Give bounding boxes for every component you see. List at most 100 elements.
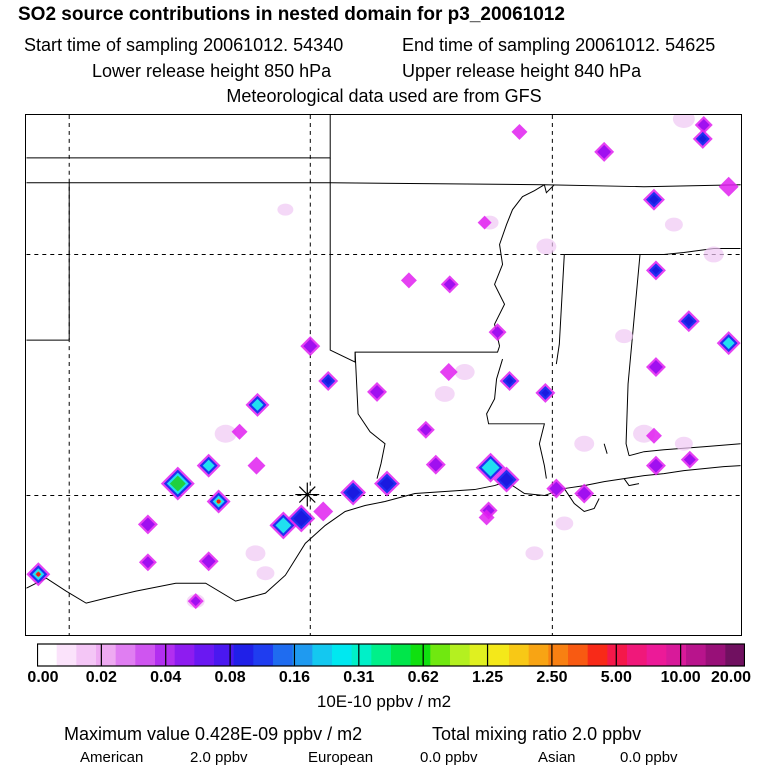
colorbar-swatch [292, 644, 313, 666]
low-concentration-patch [672, 115, 695, 128]
colorbar-swatch [233, 644, 254, 666]
state-borders [26, 115, 741, 479]
concentration-cell [645, 427, 662, 444]
asian-label: Asian [538, 749, 576, 766]
lower-height-label: Lower release height 850 hPa [92, 61, 332, 81]
colorbar-swatch [568, 644, 589, 666]
low-concentration-patch [555, 516, 574, 531]
colorbar-swatch [587, 644, 608, 666]
colorbar-swatch [135, 644, 156, 666]
concentration-cell [26, 562, 51, 587]
concentration-cell [677, 310, 700, 333]
european-value: 0.0 ppbv [420, 749, 478, 766]
low-concentration-patch [574, 435, 595, 452]
colorbar-label: 5.00 [600, 669, 632, 686]
colorbar-swatch [725, 644, 745, 666]
colorbar-label: 10.00 [660, 669, 701, 686]
colorbar-swatch [332, 644, 353, 666]
upper-height-label: Upper release height 840 hPa [402, 61, 642, 81]
low-concentration-patch [664, 217, 683, 232]
colorbar-swatch [115, 644, 136, 666]
colorbar-swatch [410, 644, 431, 666]
american-value: 2.0 ppbv [190, 749, 248, 766]
concentration-cell [439, 363, 458, 381]
colorbar-label: 20.00 [710, 669, 752, 686]
concentration-cell [692, 128, 713, 149]
concentration-cell [196, 453, 221, 478]
colorbar-swatch [253, 644, 274, 666]
european-label: European [308, 749, 374, 766]
met-data-label: Meteorological data used are from GFS [226, 86, 542, 106]
colorbar-swatch [214, 644, 235, 666]
low-concentration-patch [214, 424, 237, 443]
concentration-cell [425, 454, 446, 475]
concentration-cell [645, 455, 666, 476]
concentration-cell [231, 423, 248, 440]
colorbar-swatch [312, 644, 333, 666]
start-time-label: Start time of sampling 20061012. 54340 [24, 35, 344, 55]
concentration-cell [374, 470, 400, 497]
low-concentration-patch [256, 566, 275, 581]
colorbar-label: 0.02 [85, 669, 117, 686]
concentration-cell [318, 371, 339, 391]
colorbar-swatch [705, 644, 726, 666]
coastline [26, 465, 741, 604]
concentration-cell [206, 489, 231, 514]
colorbar-swatch [686, 644, 707, 666]
total-mixing-ratio-label: Total mixing ratio 2.0 ppbv [432, 724, 642, 744]
low-concentration-patch [434, 385, 455, 402]
concentration-cell [645, 357, 666, 377]
concentration-cell [440, 275, 459, 294]
colorbar-swatch [528, 644, 549, 666]
concentration-cell [488, 323, 507, 342]
colorbar-swatch [666, 644, 687, 666]
colorbar-label: 0.00 [27, 669, 59, 686]
colorbar-units: 10E-10 ppbv / m2 [316, 692, 452, 711]
colorbar-swatch [155, 644, 176, 666]
concentration-cell [594, 141, 615, 162]
colorbar-swatch [627, 644, 648, 666]
colorbar-swatch [56, 644, 77, 666]
colorbar-swatch [509, 644, 530, 666]
concentration-cell [643, 188, 665, 211]
concentration-cell [138, 553, 157, 572]
low-concentration-patch [674, 436, 693, 451]
maximum-value-label: Maximum value 0.428E-09 ppbv / m2 [64, 724, 363, 744]
end-time-label: End time of sampling 20061012. 54625 [402, 35, 716, 55]
colorbar-swatch [548, 644, 569, 666]
map-panel [25, 114, 742, 636]
colorbar-swatch [174, 644, 195, 666]
concentration-cell [716, 331, 741, 356]
colorbar-swatch [469, 644, 490, 666]
concentration-cell [416, 420, 435, 439]
concentration-cell [160, 466, 195, 501]
colorbar-swatch [96, 644, 117, 666]
low-concentration-patch [245, 545, 266, 562]
colorbar-label: 0.16 [278, 669, 311, 686]
figure-title: SO2 source contributions in nested domai… [18, 4, 565, 25]
colorbar-swatch [430, 644, 451, 666]
concentration-cell [475, 452, 506, 483]
low-concentration-patch [536, 238, 557, 255]
asian-value: 0.0 ppbv [620, 749, 678, 766]
concentration-cell [300, 336, 321, 357]
colorbar-swatch [194, 644, 215, 666]
concentration-cell [499, 371, 520, 391]
concentration-cell [645, 260, 666, 281]
colorbar-swatch [391, 644, 412, 666]
colorbar-swatch [273, 644, 294, 666]
colorbar-swatch [371, 644, 392, 666]
low-concentration-patch [277, 203, 294, 216]
concentration-cell [367, 381, 387, 402]
colorbar-label: 0.08 [214, 669, 246, 686]
lat-lon-grid [26, 115, 741, 635]
concentration-cell [400, 272, 417, 289]
concentration-cell [511, 123, 528, 140]
concentration-cell [493, 466, 520, 493]
concentration-cell [313, 501, 334, 522]
colorbar [37, 643, 745, 667]
concentration-cell [718, 176, 739, 197]
low-concentration-patch [703, 246, 724, 263]
low-concentration-patch [525, 546, 544, 561]
